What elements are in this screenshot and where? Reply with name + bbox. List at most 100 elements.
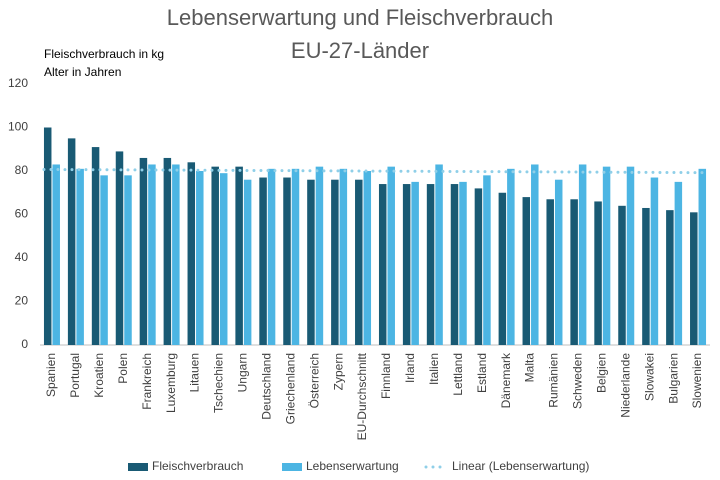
bar (267, 168, 276, 345)
trendline (42, 167, 708, 175)
y-tick-label: 120 (8, 76, 28, 90)
x-tick-label: Finnland (379, 353, 393, 399)
chart-title: EU-27-Länder (291, 38, 429, 63)
legend-label: Lebenserwartung (306, 459, 399, 473)
bar (67, 138, 76, 345)
bar (531, 164, 539, 345)
bar (546, 199, 554, 345)
bar (642, 207, 650, 345)
x-tick-label: Griechenland (283, 353, 297, 424)
bar (363, 171, 372, 345)
bar (52, 164, 60, 345)
y-tick-label: 20 (15, 294, 29, 308)
bar (570, 199, 578, 345)
x-tick-label: Malta (523, 353, 537, 383)
bar (243, 179, 252, 345)
bar (474, 188, 483, 345)
bar (172, 164, 180, 345)
bar (196, 171, 204, 345)
x-tick-label: Zypern (331, 353, 345, 390)
x-tick-label: Belgien (594, 353, 608, 393)
x-tick-label: Slowakei (642, 353, 656, 401)
y-tick-label: 40 (15, 250, 29, 264)
bar (163, 157, 172, 345)
bar (435, 164, 443, 345)
bar (378, 184, 387, 345)
bar (602, 166, 611, 345)
bar (43, 127, 52, 345)
bar (522, 197, 531, 345)
bar (387, 166, 395, 345)
bar (594, 201, 602, 345)
bar (211, 166, 219, 345)
x-tick-label: Lettland (451, 353, 465, 396)
x-tick-label: Ungarn (236, 353, 250, 392)
x-tick-label: Bulgarien (666, 353, 680, 404)
bar (148, 164, 156, 345)
bar (650, 177, 659, 345)
bar (124, 175, 132, 345)
bar (219, 173, 228, 345)
bar (498, 192, 507, 345)
x-tick-label: Schweden (571, 353, 585, 409)
x-tick-label: Deutschland (259, 353, 273, 420)
bar (76, 168, 84, 345)
bar (554, 179, 563, 345)
x-tick-label: Slowenien (690, 353, 704, 408)
x-tick-label: Irland (403, 353, 417, 383)
bar (450, 184, 459, 345)
y-tick-label: 60 (15, 207, 29, 221)
x-tick-label: Rumänien (547, 353, 561, 408)
bar (339, 168, 348, 345)
y-tick-label: 80 (15, 163, 29, 177)
bar (578, 164, 587, 345)
x-tick-label: Spanien (44, 353, 58, 397)
x-tick-label: Kroatien (92, 353, 106, 398)
bar (100, 175, 108, 345)
annotation: Fleischverbrauch in kg (44, 47, 164, 61)
legend-label: Fleischverbrauch (152, 459, 243, 473)
x-tick-label: Niederlande (618, 353, 632, 418)
y-tick-label: 0 (21, 337, 28, 351)
bar (674, 181, 683, 345)
x-tick-label: Estland (475, 353, 489, 393)
bar (355, 179, 363, 345)
x-tick-label: Dänemark (499, 352, 513, 408)
x-tick-label: Tschechien (212, 353, 226, 413)
bar (91, 147, 100, 345)
bar (690, 212, 698, 345)
bar (331, 179, 339, 345)
bar (626, 166, 635, 345)
bar (235, 166, 243, 345)
x-tick-label: Frankreich (140, 353, 154, 410)
bar (283, 177, 291, 345)
bar (459, 181, 467, 345)
bar (291, 168, 300, 345)
bar (187, 162, 196, 345)
bar (698, 168, 707, 345)
x-tick-label: Litauen (188, 353, 202, 392)
bar (618, 205, 626, 345)
y-tick-label: 100 (8, 120, 28, 134)
bar (483, 175, 491, 345)
legend-swatch (282, 463, 302, 471)
bar (139, 157, 148, 345)
x-tick-label: Luxemburg (164, 353, 178, 413)
bar (426, 184, 435, 345)
x-tick-label: Österreich (307, 353, 321, 408)
bar (259, 177, 267, 345)
bar (666, 210, 674, 345)
bar (315, 166, 324, 345)
bar (507, 168, 515, 345)
x-tick-label: EU-Durchschnitt (355, 352, 369, 440)
legend-swatch (128, 463, 148, 471)
bar (411, 181, 419, 345)
bar (307, 179, 315, 345)
chart-title: Lebenserwartung und Fleischverbrauch (167, 5, 553, 30)
x-tick-label: Polen (116, 353, 130, 384)
bar (115, 151, 124, 345)
bar (402, 184, 411, 345)
legend-label: Linear (Lebenserwartung) (452, 459, 589, 473)
x-tick-label: Italien (427, 353, 441, 385)
